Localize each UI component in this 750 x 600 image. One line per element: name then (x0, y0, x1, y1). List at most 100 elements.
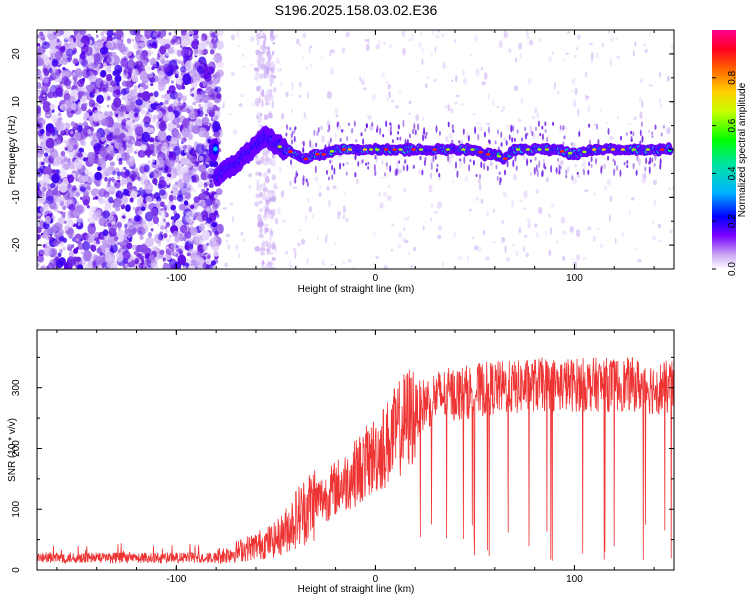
heatmap-cell (40, 161, 45, 166)
heatmap-cell (182, 144, 188, 150)
heatmap-cell (640, 121, 643, 128)
heatmap-cell (263, 64, 266, 70)
heatmap-cell (214, 72, 220, 78)
heatmap-cell (367, 36, 370, 45)
heatmap-cell (144, 182, 154, 195)
heatmap-cell (641, 135, 644, 143)
heatmap-cell (140, 109, 146, 115)
heatmap-cell (342, 214, 346, 220)
heatmap-cell (73, 39, 76, 43)
heatmap-cell (205, 258, 213, 265)
heatmap-cell (375, 255, 380, 259)
y-tick-label: 0 (11, 567, 22, 573)
heatmap-cell (212, 42, 217, 49)
heatmap-cell (236, 30, 240, 38)
heatmap-cell (590, 163, 593, 168)
heatmap-cell (59, 211, 64, 215)
heatmap-cell (536, 169, 539, 178)
heatmap-cell (367, 166, 370, 170)
heatmap-cell (159, 30, 167, 38)
heatmap-cell (131, 166, 135, 170)
spectrogram-ylabel: Frequency (Hz) (7, 116, 18, 185)
heatmap-cell (102, 210, 107, 216)
heatmap-cell (492, 208, 496, 214)
heatmap-cell (430, 203, 433, 208)
heatmap-cell (432, 30, 435, 37)
heatmap-cell (450, 79, 454, 83)
heatmap-cell (126, 182, 133, 191)
heatmap-cell (466, 255, 470, 262)
heatmap-cell (37, 223, 41, 227)
heatmap-cell (107, 104, 110, 108)
heatmap-cell (625, 132, 628, 136)
heatmap-cell (131, 238, 134, 241)
heatmap-cell (123, 166, 127, 171)
heatmap-cell (327, 129, 330, 133)
heatmap-cell (324, 144, 327, 150)
heatmap-cell (149, 92, 154, 97)
heatmap-cell (265, 264, 268, 269)
heatmap-cell (430, 159, 434, 165)
heatmap-cell (526, 158, 529, 167)
heatmap-cell (515, 148, 521, 151)
heatmap-cell (385, 162, 388, 167)
heatmap-cell (37, 108, 42, 119)
heatmap-cell (548, 249, 552, 257)
heatmap-cell (165, 152, 170, 156)
heatmap-cell (163, 204, 168, 211)
heatmap-cell (80, 238, 83, 242)
heatmap-cell (562, 58, 565, 64)
heatmap-cell (238, 103, 243, 107)
heatmap-cell (191, 93, 195, 97)
heatmap-cell (470, 148, 475, 151)
heatmap-cell (524, 126, 527, 132)
heatmap-cell (124, 169, 131, 177)
heatmap-cell (556, 157, 559, 162)
heatmap-cell (184, 60, 194, 72)
heatmap-cell (274, 245, 277, 253)
heatmap-cell (49, 236, 53, 242)
heatmap-cell (261, 32, 265, 36)
heatmap-cell (463, 156, 466, 164)
heatmap-cell (257, 111, 260, 118)
heatmap-cell (189, 90, 193, 95)
heatmap-cell (198, 164, 207, 173)
heatmap-cell (261, 265, 267, 269)
heatmap-cell (280, 189, 285, 198)
heatmap-cell (356, 178, 359, 185)
heatmap-cell (551, 51, 555, 55)
heatmap-cell (339, 162, 342, 170)
heatmap-cell (104, 110, 109, 117)
heatmap-cell (606, 178, 612, 186)
heatmap-cell (333, 167, 336, 175)
heatmap-cell (526, 35, 530, 40)
heatmap-cell (185, 211, 195, 223)
heatmap-cell (565, 126, 568, 130)
heatmap-cell (111, 221, 116, 225)
heatmap-cell (657, 223, 662, 229)
heatmap-cell (158, 70, 165, 80)
heatmap-cell (630, 138, 633, 142)
heatmap-cell (475, 174, 478, 178)
heatmap-cell (41, 233, 48, 239)
heatmap-cell (411, 148, 416, 151)
heatmap-cell (99, 252, 103, 256)
heatmap-cell (455, 94, 460, 98)
heatmap-cell (531, 116, 536, 119)
heatmap-cell (214, 86, 222, 93)
heatmap-cell (88, 108, 91, 113)
heatmap-cell (274, 34, 278, 38)
heatmap-cell (57, 112, 62, 117)
heatmap-cell (401, 162, 404, 166)
heatmap-cell (146, 110, 150, 115)
heatmap-cell (58, 231, 63, 236)
heatmap-cell (149, 262, 159, 269)
heatmap-cell (138, 187, 143, 193)
heatmap-cell (482, 229, 486, 236)
heatmap-cell (152, 159, 156, 163)
heatmap-cell (98, 188, 107, 198)
heatmap-cell (146, 65, 151, 72)
heatmap-cell (559, 165, 562, 170)
heatmap-cell (73, 189, 80, 198)
heatmap-cell (63, 139, 67, 144)
